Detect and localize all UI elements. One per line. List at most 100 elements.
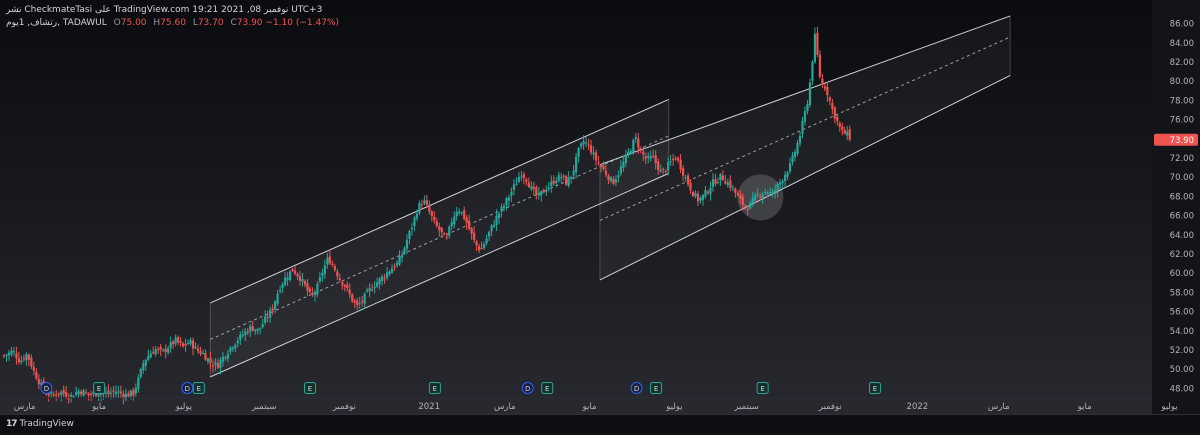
candle-body: [418, 203, 421, 214]
candle: [739, 190, 742, 204]
candle-body: [838, 123, 841, 127]
candle: [276, 289, 279, 306]
candle: [721, 170, 724, 182]
candle: [109, 387, 113, 400]
candle-body: [10, 350, 13, 355]
candle-body: [664, 170, 667, 172]
candle: [813, 27, 817, 64]
x-tick-label: 2022: [907, 402, 929, 412]
earnings-event-icon[interactable]: E: [428, 382, 441, 394]
candle: [594, 149, 598, 167]
candle-body: [169, 341, 172, 348]
earnings-event-icon[interactable]: E: [650, 382, 663, 394]
candle: [32, 361, 35, 376]
candle: [664, 169, 667, 174]
candle: [84, 389, 88, 395]
y-tick-label: 56.00: [1170, 308, 1194, 318]
candle-body: [714, 179, 717, 185]
candle-body: [639, 149, 642, 151]
x-tick-label: سبتمبر: [733, 402, 758, 412]
dividend-event-icon[interactable]: D: [521, 382, 534, 394]
candle-body: [191, 340, 195, 349]
candle: [303, 279, 307, 288]
candle-body: [413, 217, 416, 226]
candle: [169, 336, 172, 353]
candle: [89, 391, 93, 402]
candle: [251, 321, 254, 332]
candle-body: [269, 310, 272, 318]
event-letter: E: [760, 385, 764, 393]
candle-body: [22, 358, 25, 360]
candle: [341, 280, 344, 290]
candle: [80, 389, 83, 397]
dividend-event-icon[interactable]: D: [630, 382, 643, 394]
x-tick-label: يوليو: [665, 402, 683, 412]
dividend-event-marker: [630, 382, 643, 394]
tradingview-brand[interactable]: 17 TradingView: [6, 419, 74, 429]
candle-body: [560, 177, 563, 179]
candle: [726, 178, 729, 188]
candle-body: [584, 142, 588, 144]
candle: [318, 271, 322, 284]
candle: [555, 176, 558, 188]
y-tick-label: 78.00: [1170, 96, 1194, 106]
candle-body: [836, 116, 839, 122]
channel-lower-line: [210, 172, 669, 378]
candle-body: [162, 349, 165, 351]
earnings-event-icon[interactable]: E: [868, 382, 881, 394]
candle-body: [769, 191, 772, 193]
candle-body: [12, 351, 16, 353]
candle: [826, 81, 829, 102]
x-tick-label: يوليو: [175, 402, 193, 412]
candle: [681, 165, 685, 182]
candle: [769, 187, 772, 195]
candle-body: [532, 186, 535, 190]
x-tick-label: مارس: [14, 402, 36, 412]
candle-body: [196, 348, 200, 352]
site-name[interactable]: TradingView.com: [113, 5, 190, 15]
candle: [617, 170, 620, 183]
earnings-event-icon[interactable]: E: [303, 382, 316, 394]
candle: [338, 273, 341, 283]
candle: [261, 318, 264, 329]
candle: [530, 181, 533, 192]
candle-body: [475, 241, 478, 246]
candle: [644, 152, 647, 164]
earnings-event-marker: [541, 382, 554, 394]
candle-body: [134, 387, 137, 394]
candle-body: [172, 341, 175, 345]
earnings-event-icon[interactable]: E: [541, 382, 554, 394]
candle: [194, 342, 197, 350]
candle: [478, 243, 481, 253]
earnings-event-icon[interactable]: E: [756, 382, 769, 394]
candle-body: [72, 396, 75, 398]
y-tick-label: 54.00: [1170, 327, 1194, 337]
dividend-event-icon[interactable]: D: [40, 382, 53, 394]
earnings-event-icon[interactable]: E: [192, 382, 205, 394]
candle-body: [164, 348, 167, 352]
symbol-description[interactable]: رتشاف, 1يوم, TADAWUL: [6, 18, 107, 28]
candle-body: [351, 294, 354, 302]
candle-body: [259, 328, 262, 330]
candle: [353, 298, 356, 309]
candle-body: [363, 293, 366, 304]
candle: [201, 349, 205, 355]
candle-body: [147, 355, 150, 360]
candle-body: [567, 177, 570, 186]
earnings-event-icon[interactable]: E: [93, 382, 106, 394]
candle: [482, 241, 486, 250]
candle: [495, 209, 498, 231]
candle-body: [654, 155, 657, 164]
candle-body: [410, 227, 414, 230]
candle-body: [778, 182, 782, 185]
candle-body: [137, 377, 140, 390]
dividend-event-icon[interactable]: D: [181, 382, 194, 394]
candle: [689, 179, 692, 194]
candle: [699, 196, 702, 204]
candle: [627, 148, 630, 158]
candle-body: [744, 205, 747, 207]
candle: [806, 99, 809, 115]
publisher-name[interactable]: CheckmateTasi: [24, 5, 93, 15]
